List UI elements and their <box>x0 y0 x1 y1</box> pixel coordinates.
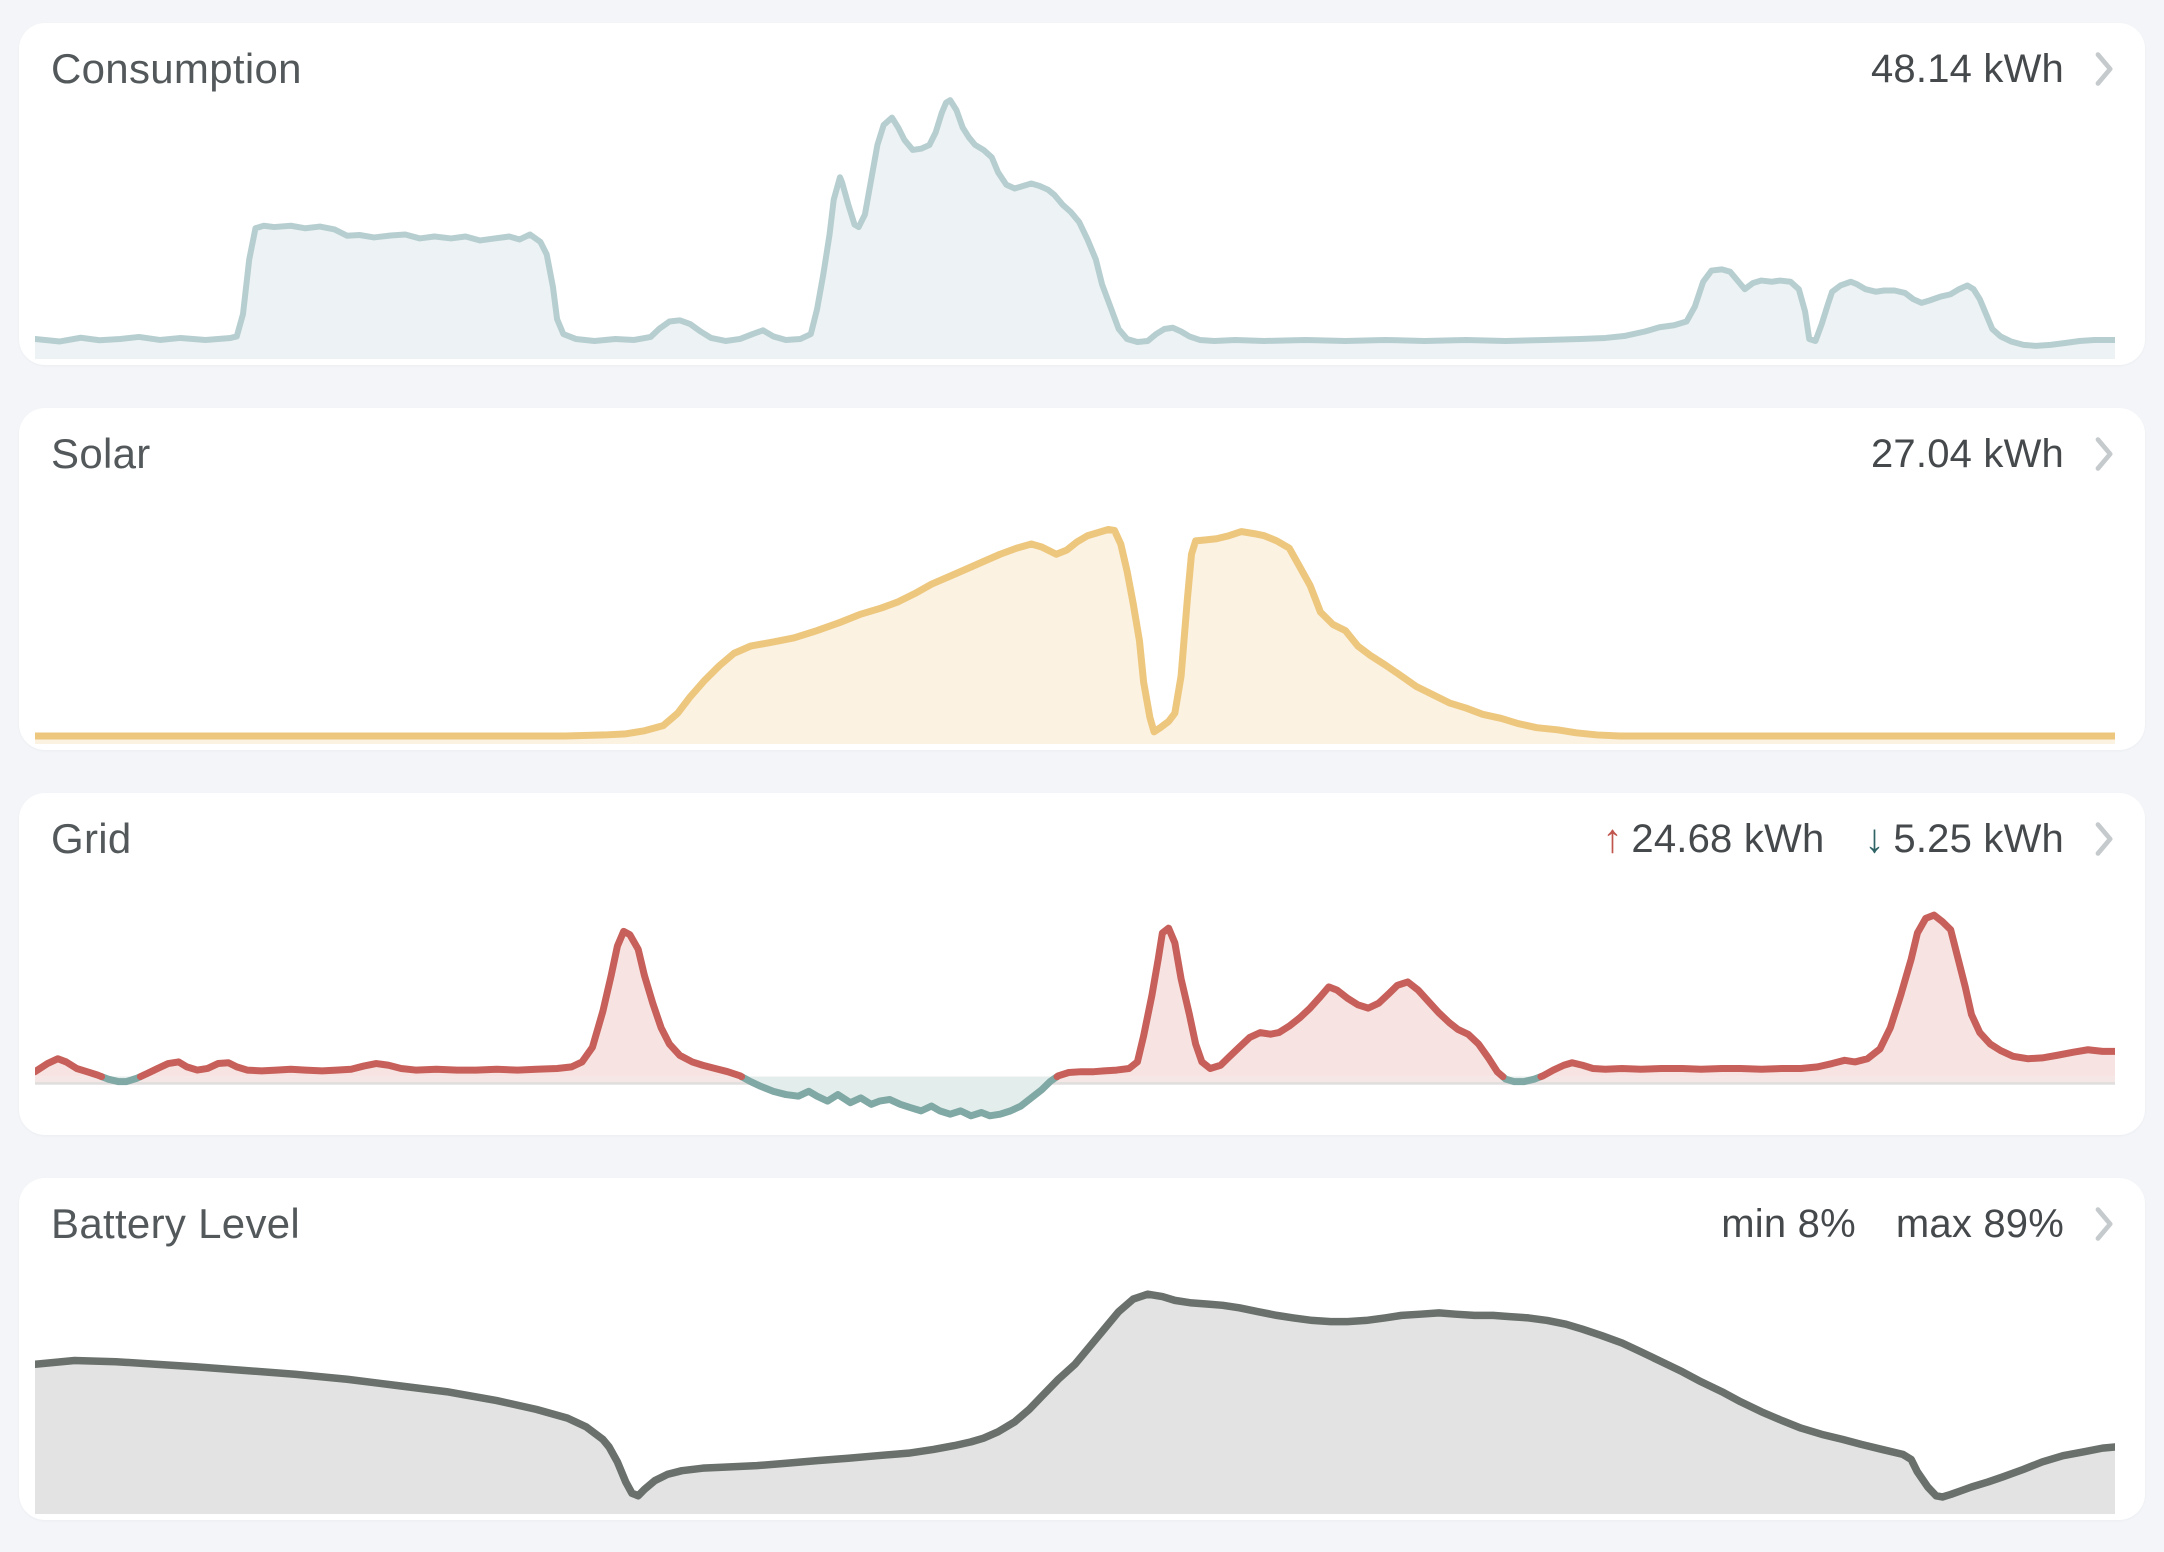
consumption-card[interactable]: Consumption 48.14 kWh <box>19 23 2145 365</box>
grid-title: Grid <box>51 815 132 862</box>
grid-values: ↑ 24.68 kWh ↓ 5.25 kWh <box>1602 817 2117 862</box>
grid-import-export-row: ↑ 24.68 kWh ↓ 5.25 kWh <box>1602 817 2064 862</box>
grid-chart[interactable] <box>35 847 2115 1129</box>
arrow-up-icon: ↑ <box>1602 817 1623 862</box>
solar-card-header: Solar 27.04 kWh <box>19 408 2145 478</box>
consumption-chart[interactable] <box>35 77 2115 359</box>
consumption-title: Consumption <box>51 45 302 92</box>
solar-total-value: 27.04 kWh <box>1870 431 2064 476</box>
battery-min-max-row: min 8% max 89% <box>1721 1202 2064 1247</box>
solar-card[interactable]: Solar 27.04 kWh <box>19 408 2145 750</box>
chevron-right-icon[interactable] <box>2090 819 2117 859</box>
energy-graphs-page: Consumption 48.14 kWh Solar 27.04 kWh <box>19 23 2145 1520</box>
battery-title: Battery Level <box>51 1200 301 1247</box>
battery-max-value: max 89% <box>1895 1201 2064 1246</box>
grid-import-value-group: ↑ 24.68 kWh <box>1602 817 1824 862</box>
battery-chart[interactable] <box>35 1232 2115 1514</box>
consumption-total-value: 48.14 kWh <box>1870 46 2064 91</box>
solar-title: Solar <box>51 430 151 477</box>
grid-export-value: 5.25 kWh <box>1893 816 2064 861</box>
grid-card-header: Grid ↑ 24.68 kWh ↓ 5.25 kWh <box>19 793 2145 863</box>
battery-min-value: min 8% <box>1721 1201 1856 1246</box>
battery-card-header: Battery Level min 8% max 89% <box>19 1178 2145 1248</box>
grid-card[interactable]: Grid ↑ 24.68 kWh ↓ 5.25 kWh <box>19 793 2145 1135</box>
consumption-card-header: Consumption 48.14 kWh <box>19 23 2145 93</box>
chevron-right-icon[interactable] <box>2090 434 2117 474</box>
chevron-right-icon[interactable] <box>2090 49 2117 89</box>
chevron-right-icon[interactable] <box>2090 1204 2117 1244</box>
arrow-down-icon: ↓ <box>1864 817 1885 862</box>
solar-values: 27.04 kWh <box>1871 432 2117 477</box>
battery-values: min 8% max 89% <box>1721 1202 2117 1247</box>
solar-chart[interactable] <box>35 462 2115 744</box>
grid-export-value-group: ↓ 5.25 kWh <box>1864 817 2064 862</box>
battery-card[interactable]: Battery Level min 8% max 89% <box>19 1178 2145 1520</box>
consumption-values: 48.14 kWh <box>1871 47 2117 92</box>
grid-import-value: 24.68 kWh <box>1631 816 1825 861</box>
